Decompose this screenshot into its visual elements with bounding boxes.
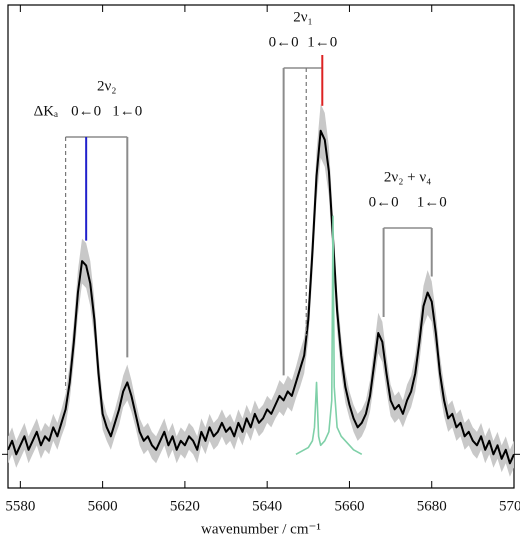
x-tick-label: 5580 <box>5 498 35 514</box>
x-tick-label: 5620 <box>170 498 200 514</box>
band-label: 2ν₂ <box>97 78 117 94</box>
x-tick-label: 5640 <box>252 498 282 514</box>
x-axis-label: wavenumber / cm⁻¹ <box>201 521 321 537</box>
plot-frame <box>7 4 515 489</box>
band-label: 2ν₁ <box>293 9 313 25</box>
transition-label: 0←0 <box>71 103 101 119</box>
x-tick-label: 5660 <box>334 498 364 514</box>
simulated-line <box>295 215 363 456</box>
delta-label: ΔKₐ <box>34 103 59 119</box>
transition-label: 0←0 <box>369 194 399 210</box>
transition-label: 1←0 <box>307 34 337 50</box>
transition-label: 0←0 <box>269 34 299 50</box>
x-tick-label: 5680 <box>417 498 447 514</box>
x-tick-label: 5600 <box>88 498 118 514</box>
transition-label: 1←0 <box>112 103 142 119</box>
band-label: 2ν₂ + ν₄ <box>384 169 431 185</box>
transition-label: 1←0 <box>417 194 447 210</box>
spectrum-line <box>7 129 515 465</box>
